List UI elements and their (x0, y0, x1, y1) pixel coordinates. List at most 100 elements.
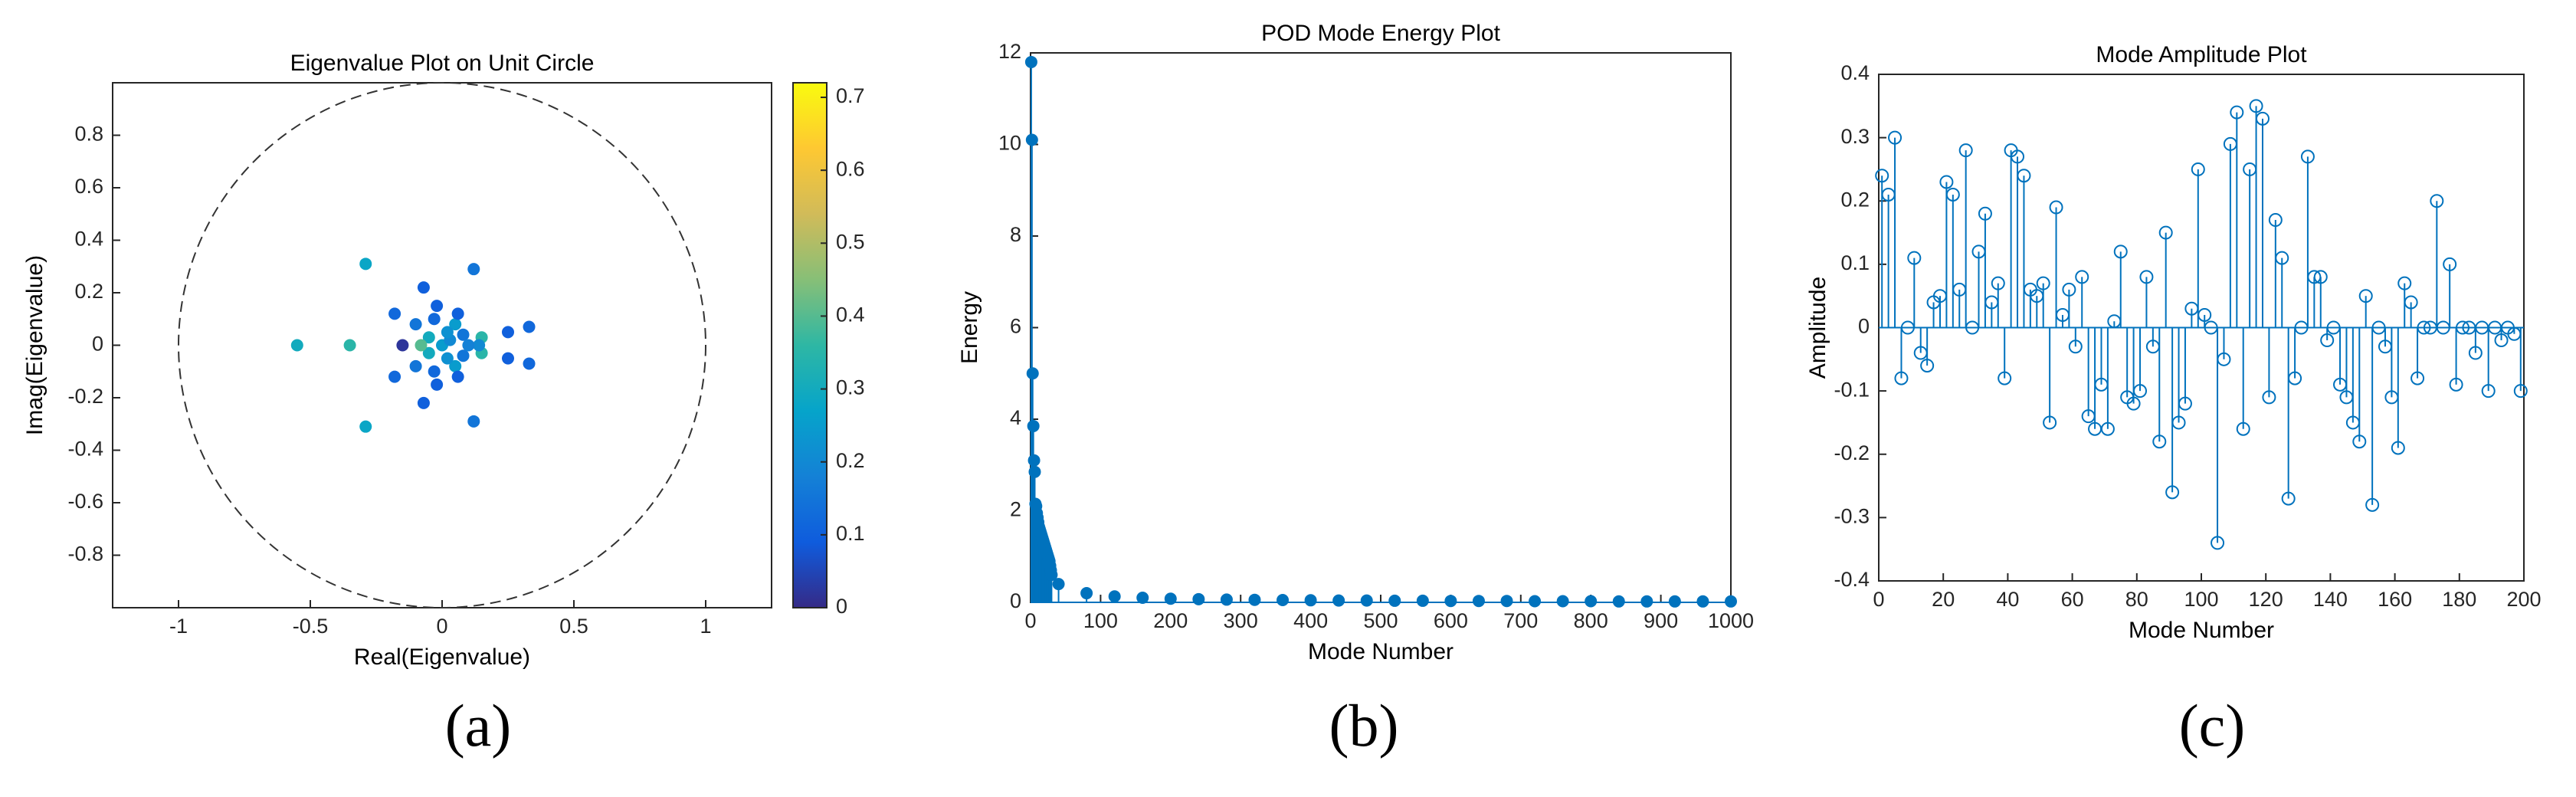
y-tick-label: -0.4 (1834, 568, 1870, 591)
stem-marker (2062, 282, 2076, 297)
eigenvalue-point (457, 349, 470, 362)
x-tick-label: 100 (1083, 609, 1118, 632)
stem-marker (2365, 497, 2380, 512)
caption: (c) (2179, 692, 2246, 759)
stem-marker (2100, 421, 2115, 436)
x-tick-label: 20 (1932, 588, 1955, 611)
stem-marker (2391, 441, 2405, 455)
eigenvalue-point (422, 331, 435, 344)
stem-marker (2513, 384, 2528, 398)
y-tick-label: 0.8 (74, 123, 103, 146)
x-tick-label: 140 (2313, 588, 2348, 611)
stem-marker (2133, 384, 2148, 398)
stem-marker (1024, 55, 1037, 68)
stem-marker (2126, 396, 2141, 411)
eigenvalue-point (451, 307, 464, 320)
stem-marker (2017, 169, 2031, 183)
stem-marker (1416, 594, 1429, 607)
x-tick-label: 400 (1293, 609, 1328, 632)
eigenvalue-point (290, 339, 303, 352)
stem-marker (1991, 276, 2005, 290)
caption: (b) (1329, 692, 1399, 759)
x-tick-label: 80 (2125, 588, 2148, 611)
stem-marker (2456, 320, 2470, 335)
stem-marker (2139, 270, 2154, 284)
eigenvalue-point (359, 420, 372, 433)
colorbar-tick-label: 0.7 (836, 84, 865, 107)
stem-marker (2011, 149, 2025, 164)
eigenvalue-point (431, 378, 444, 391)
stem-marker (1875, 169, 1889, 183)
stem-marker (1108, 590, 1121, 603)
eigenvalue-point (417, 396, 430, 409)
stem-marker (1360, 594, 1373, 607)
stem-marker (1556, 595, 1569, 608)
x-tick-label: 60 (2061, 588, 2084, 611)
eigenvalue-point (415, 339, 428, 352)
chart-title: Eigenvalue Plot on Unit Circle (290, 51, 595, 76)
stem-marker (2404, 295, 2418, 310)
stem-marker (2268, 213, 2283, 228)
eigenvalue-point (502, 352, 514, 365)
stem-marker (2275, 251, 2289, 265)
eigenvalue-point (388, 307, 401, 320)
eigenvalue-point (473, 339, 486, 352)
stem-marker (1978, 206, 1992, 221)
stem-marker (2152, 435, 2167, 449)
stem-marker (1998, 371, 2012, 385)
stem-marker (2281, 491, 2296, 506)
y-axis-label: Energy (957, 291, 982, 364)
colorbar-tick-label: 0.2 (836, 449, 865, 472)
eigenvalue-point (467, 263, 480, 276)
stem-marker (2288, 371, 2302, 385)
y-tick-label: 6 (1010, 315, 1021, 338)
stem-marker (2075, 270, 2089, 284)
stem-marker (2300, 149, 2315, 164)
y-tick-label: 4 (1010, 406, 1021, 429)
stem-marker (1304, 594, 1317, 607)
stem-marker (2217, 352, 2231, 366)
stem-marker (1500, 595, 1513, 608)
y-tick-label: 0 (92, 333, 103, 356)
stem-marker (1052, 578, 1065, 591)
stem-marker (1529, 595, 1542, 608)
colorbar-tick-label: 0.5 (836, 230, 865, 253)
stem-marker (2262, 390, 2276, 405)
colorbar-tick-label: 0.4 (836, 303, 865, 326)
x-tick-label: 1000 (1708, 609, 1754, 632)
x-tick-label: 900 (1644, 609, 1678, 632)
stem-marker (1027, 419, 1040, 432)
eigenvalue-point (457, 328, 470, 341)
stem-marker (2211, 536, 2225, 550)
stem-marker (2230, 105, 2244, 120)
stem-marker (2494, 333, 2509, 348)
stem-marker (1192, 592, 1205, 605)
stem-marker (2178, 396, 2192, 411)
stem-marker (1894, 371, 1909, 385)
x-tick-label: 0 (1024, 609, 1036, 632)
eigenvalue-point (359, 257, 372, 271)
eigenvalue-point (441, 352, 454, 365)
stem-marker (1136, 592, 1149, 605)
unit-circle (178, 82, 706, 608)
x-tick-label: 0.5 (559, 615, 588, 638)
stem-marker (2165, 485, 2180, 500)
eigenvalue-point (523, 357, 536, 370)
y-axis-label: Amplitude (1805, 277, 1830, 379)
stem-marker (2430, 194, 2444, 208)
stem-marker (1640, 595, 1653, 608)
y-tick-label: 0.6 (74, 175, 103, 198)
y-axis-label: Imag(Eigenvalue) (22, 255, 48, 435)
stem-marker (2236, 421, 2250, 436)
stem-marker (2417, 320, 2431, 335)
x-tick-label: 120 (2249, 588, 2283, 611)
stem-marker (2481, 384, 2496, 398)
stem-marker (2255, 111, 2270, 126)
y-tick-label: 0.4 (1840, 61, 1870, 84)
x-tick-label: 0 (436, 615, 447, 638)
y-tick-label: 0.2 (74, 280, 103, 303)
eigenvalue-point (449, 318, 462, 331)
y-tick-label: 0 (1010, 589, 1021, 612)
eigenvalue-point (422, 346, 435, 359)
eigenvalue-point (396, 339, 409, 352)
